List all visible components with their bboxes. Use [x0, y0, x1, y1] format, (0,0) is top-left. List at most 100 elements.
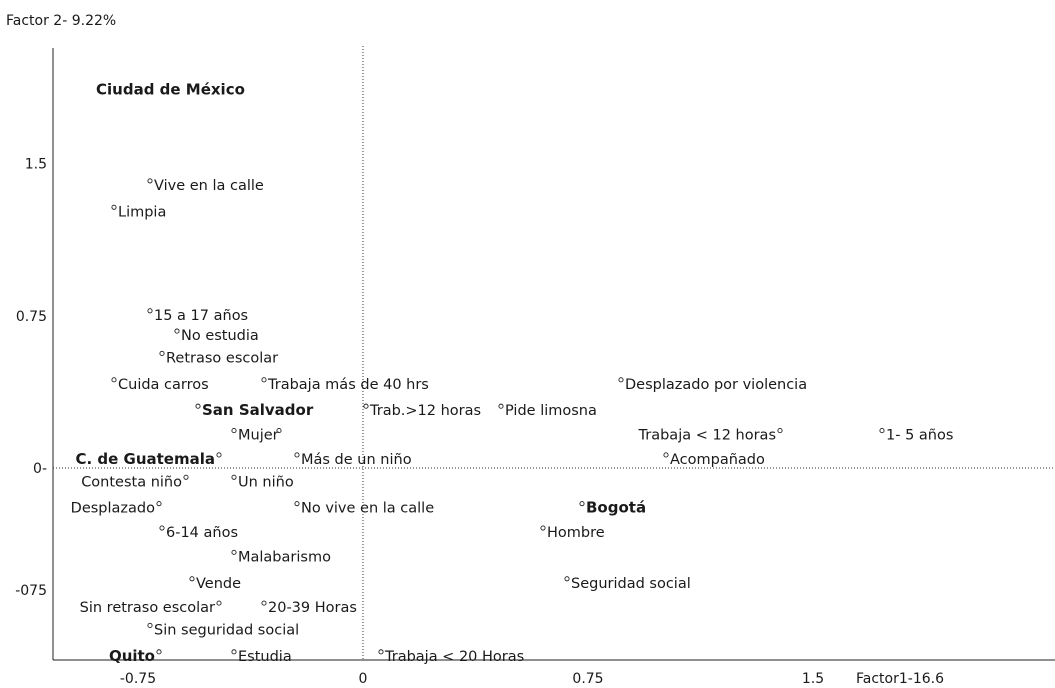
- data-point: 1- 5 años: [879, 428, 953, 444]
- data-point: Desplazado por violencia: [618, 377, 807, 393]
- point-marker: [294, 501, 300, 507]
- point-marker: [189, 576, 195, 582]
- data-point: Malabarismo: [231, 549, 331, 565]
- point-marker: [147, 622, 153, 629]
- point-label: Malabarismo: [238, 549, 331, 565]
- data-point: C. de Guatemala: [75, 450, 222, 468]
- x-tick-label: -0.75: [120, 671, 156, 687]
- x-tick-label: 0.75: [572, 671, 603, 687]
- point-marker: [156, 501, 162, 507]
- data-point: Seguridad social: [564, 576, 691, 592]
- point-marker: [663, 452, 669, 458]
- point-marker: [159, 525, 165, 531]
- data-point: No estudia: [174, 328, 259, 344]
- point-marker: [294, 452, 300, 458]
- y-tick-labels: 1.5 0.75 0- -075: [15, 157, 47, 599]
- point-label: Seguridad social: [571, 576, 691, 592]
- point-marker: [159, 350, 165, 356]
- data-point: Retraso escolar: [159, 350, 278, 366]
- point-label: Estudia: [238, 649, 292, 665]
- point-label: Ciudad de México: [96, 80, 245, 98]
- point-marker: [261, 377, 267, 383]
- point-label: Contesta niño: [81, 474, 182, 490]
- point-marker: [174, 328, 180, 334]
- y-axis-title: Factor 2- 9.22%: [6, 13, 116, 29]
- data-point: 20-39 Horas: [261, 600, 357, 616]
- data-point: Más de un niño: [294, 452, 412, 468]
- data-point: Limpia: [111, 204, 166, 220]
- point-label: Limpia: [118, 204, 166, 220]
- point-marker: [147, 308, 153, 314]
- point-label: Desplazado por violencia: [625, 377, 807, 393]
- y-tick-label: -075: [15, 583, 47, 599]
- point-label: 15 a 17 años: [154, 308, 248, 324]
- point-marker: [156, 649, 162, 655]
- point-marker: [231, 549, 237, 555]
- point-label: 1- 5 años: [886, 428, 953, 444]
- data-point: Cuida carros: [111, 377, 209, 393]
- point-label: No vive en la calle: [301, 501, 434, 517]
- x-tick-label: 0: [359, 671, 368, 687]
- point-marker: [777, 428, 783, 434]
- data-point: Contesta niño: [81, 474, 189, 490]
- x-tick-labels: -0.75 0 0.75 1.5: [120, 671, 824, 687]
- point-label: C. de Guatemala: [75, 450, 215, 468]
- point-label: 6-14 años: [166, 525, 238, 541]
- y-tick-label: 0-: [33, 461, 47, 477]
- data-point: Bogotá: [579, 499, 646, 517]
- point-label: Vende: [196, 576, 241, 592]
- point-marker: [276, 428, 282, 434]
- point-label: Retraso escolar: [166, 350, 278, 366]
- point-marker: [579, 501, 585, 507]
- data-point: Ciudad de México: [96, 80, 245, 98]
- data-point: Sin retraso escolar: [80, 600, 222, 616]
- point-label: Sin retraso escolar: [80, 600, 215, 616]
- data-point: Un niño: [231, 474, 294, 490]
- point-label: Un niño: [238, 474, 294, 490]
- point-marker: [111, 204, 117, 210]
- point-marker: [540, 525, 546, 531]
- data-point: Quito: [109, 647, 162, 665]
- point-label: No estudia: [181, 328, 259, 344]
- point-marker: [147, 178, 153, 184]
- data-point: [276, 428, 282, 434]
- point-label: Trabaja < 20 Horas: [384, 649, 524, 665]
- point-label: Vive en la calle: [154, 178, 264, 194]
- data-point: 15 a 17 años: [147, 308, 248, 324]
- point-label: Bogotá: [586, 499, 646, 517]
- point-marker: [216, 600, 222, 606]
- point-marker: [261, 600, 267, 606]
- point-marker: [618, 377, 624, 383]
- plot-frame: [52, 46, 1055, 661]
- point-label: Trabaja < 12 horas: [638, 428, 776, 444]
- point-marker: [111, 377, 117, 383]
- point-label: Acompañado: [670, 452, 765, 468]
- data-point: Vende: [189, 576, 241, 592]
- point-marker: [183, 474, 189, 480]
- data-point: 6-14 años: [159, 525, 238, 541]
- point-label: Más de un niño: [301, 452, 412, 468]
- data-point: Trabaja < 20 Horas: [378, 649, 524, 665]
- point-marker: [231, 474, 237, 480]
- point-marker: [378, 649, 384, 655]
- point-label: 20-39 Horas: [268, 600, 357, 616]
- point-label: Desplazado: [71, 501, 155, 517]
- point-label: Sin seguridad social: [154, 622, 299, 638]
- y-tick-label: 1.5: [25, 157, 47, 173]
- data-point: Pide limosna: [498, 403, 597, 419]
- data-point: Vive en la calle: [147, 178, 264, 194]
- data-point: Estudia: [231, 649, 292, 665]
- point-marker: [231, 428, 237, 434]
- x-tick-label: 1.5: [802, 671, 824, 687]
- y-tick-label: 0.75: [16, 309, 47, 325]
- data-point: San Salvador: [195, 401, 314, 419]
- point-marker: [879, 428, 885, 434]
- point-label: Hombre: [547, 525, 605, 541]
- point-marker: [564, 576, 570, 582]
- data-point: Trabaja < 12 horas: [638, 428, 783, 444]
- point-label: San Salvador: [202, 401, 314, 419]
- data-point: Acompañado: [663, 452, 765, 468]
- point-label: Cuida carros: [118, 377, 209, 393]
- data-point: Trabaja más de 40 hrs: [261, 377, 429, 393]
- data-point: Mujer: [231, 428, 279, 444]
